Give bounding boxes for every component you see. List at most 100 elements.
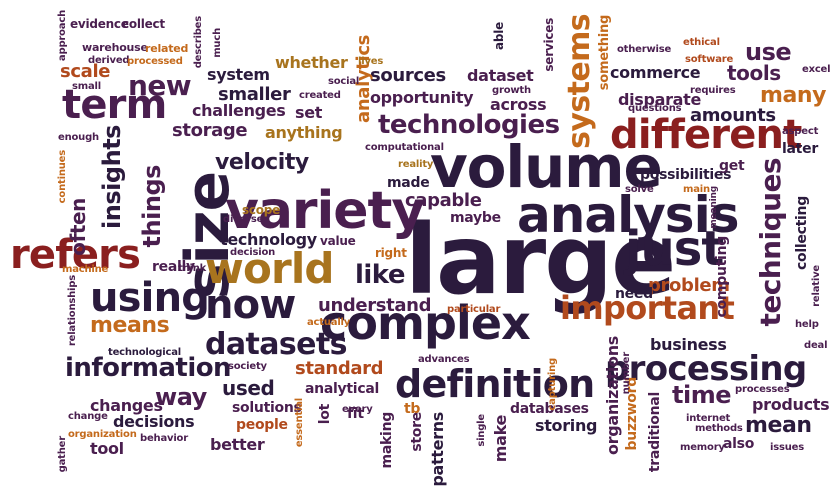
word-business: business bbox=[650, 335, 727, 354]
word-complex: complex bbox=[320, 296, 531, 350]
word-issues: issues bbox=[770, 442, 804, 453]
word-aspect: aspect bbox=[782, 126, 819, 137]
word-later: later bbox=[782, 141, 818, 157]
word-help: help bbox=[795, 319, 819, 330]
word-storage: storage bbox=[172, 120, 248, 141]
word-right: right bbox=[375, 246, 407, 260]
word-processed: processed bbox=[127, 56, 183, 67]
word-across: across bbox=[490, 95, 547, 114]
word-deal: deal bbox=[804, 340, 828, 351]
word-made: made bbox=[387, 175, 430, 191]
word-growth: growth bbox=[492, 85, 531, 96]
word-otherwise: otherwise bbox=[617, 44, 672, 55]
word-variety: variety bbox=[225, 181, 425, 241]
word-describes: describes bbox=[193, 16, 204, 69]
word-relative: relative bbox=[811, 265, 822, 307]
word-enough: enough bbox=[58, 132, 99, 143]
word-refers: refers bbox=[10, 232, 141, 278]
word-definition: definition bbox=[395, 362, 595, 406]
word-really: really bbox=[152, 259, 195, 275]
word-possibilities: possibilities bbox=[640, 167, 732, 183]
word-derived: derived bbox=[88, 55, 130, 66]
word-memory: memory bbox=[680, 442, 725, 453]
word-computing: computing bbox=[714, 236, 730, 318]
word-system: system bbox=[207, 65, 270, 84]
word-volume: volume bbox=[430, 133, 663, 201]
word-problem: problem bbox=[648, 275, 730, 296]
word-decisions: decisions bbox=[113, 412, 195, 431]
word-velocity: velocity bbox=[215, 150, 309, 175]
word-tool: tool bbox=[90, 439, 124, 458]
word-solve: solve bbox=[625, 184, 654, 195]
word-change: change bbox=[68, 411, 108, 422]
word-small: small bbox=[72, 81, 101, 92]
word-using: using bbox=[90, 275, 210, 321]
word-capturing: capturing bbox=[547, 358, 558, 411]
word-technology: technology bbox=[220, 230, 317, 249]
word-every: every bbox=[342, 404, 373, 415]
word-need: need bbox=[615, 286, 653, 302]
word-better: better bbox=[210, 435, 265, 454]
word-used: used bbox=[222, 376, 275, 400]
word-services: services bbox=[542, 18, 556, 72]
word-number: number bbox=[621, 352, 632, 395]
word-solutions: solutions bbox=[232, 400, 302, 416]
word-opportunity: opportunity bbox=[370, 88, 474, 107]
word-related: related bbox=[145, 42, 189, 55]
word-commerce: commerce bbox=[610, 63, 701, 82]
word-store: store bbox=[409, 412, 425, 452]
word-set: set bbox=[295, 103, 323, 122]
word-make: make bbox=[491, 415, 510, 463]
word-smaller: smaller bbox=[218, 84, 291, 105]
word-mean: mean bbox=[745, 413, 812, 438]
word-behavior: behavior bbox=[140, 433, 188, 444]
word-systems: systems bbox=[562, 14, 597, 149]
word-storing: storing bbox=[535, 416, 598, 435]
word-techniques: techniques bbox=[754, 158, 787, 327]
word-advances: advances bbox=[418, 354, 470, 365]
word-excel: excel bbox=[802, 64, 831, 75]
word-traditional: traditional bbox=[647, 392, 663, 473]
word-new: new bbox=[128, 69, 192, 102]
word-understand: understand bbox=[318, 295, 432, 316]
word-social: social bbox=[328, 76, 360, 87]
word-evidence: evidence bbox=[70, 17, 129, 31]
word-lives: lives bbox=[358, 56, 384, 67]
word-things: things bbox=[138, 165, 166, 248]
word-gather: gather bbox=[57, 436, 68, 473]
word-patterns: patterns bbox=[428, 412, 447, 487]
word-warehouse: warehouse bbox=[82, 41, 148, 54]
word-insights: insights bbox=[98, 125, 126, 230]
word-software: software bbox=[685, 54, 734, 65]
word-processes: processes bbox=[735, 384, 790, 395]
word-scope: scope bbox=[242, 203, 281, 217]
word-processing: processing bbox=[605, 349, 807, 389]
word-actually: actually bbox=[307, 317, 351, 328]
word-able: able bbox=[492, 22, 506, 50]
word-now: now bbox=[205, 282, 296, 328]
word-lot: lot bbox=[317, 404, 333, 425]
word-world: world bbox=[205, 244, 334, 293]
word-society: society bbox=[228, 361, 267, 372]
word-standard: standard bbox=[295, 358, 384, 379]
word-requires: requires bbox=[690, 85, 736, 96]
word-much: much bbox=[212, 28, 223, 58]
word-maybe: maybe bbox=[450, 210, 501, 226]
word-think: think bbox=[178, 263, 207, 274]
word-whether: whether bbox=[275, 53, 348, 72]
word-capable: capable bbox=[405, 190, 482, 211]
word-computational: computational bbox=[365, 142, 444, 153]
word-collecting: collecting bbox=[794, 196, 810, 270]
word-products: products bbox=[752, 395, 830, 414]
word-challenges: challenges bbox=[192, 101, 286, 120]
word-tb: tb bbox=[404, 401, 421, 417]
word-use: use bbox=[745, 38, 792, 66]
word-analysis: analysis bbox=[517, 186, 739, 244]
word-organization: organization bbox=[68, 429, 137, 440]
word-databases: databases bbox=[510, 401, 589, 417]
word-term: term bbox=[62, 82, 167, 128]
word-single: single bbox=[476, 414, 487, 447]
word-important: important bbox=[560, 289, 735, 327]
word-large: large bbox=[405, 204, 676, 316]
